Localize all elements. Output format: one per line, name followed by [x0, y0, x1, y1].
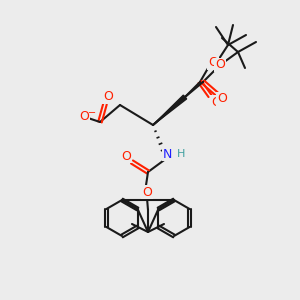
- Text: O: O: [217, 92, 227, 106]
- Text: O: O: [208, 56, 218, 70]
- Text: O: O: [79, 110, 89, 124]
- Text: O: O: [121, 149, 131, 163]
- Text: O: O: [215, 58, 225, 71]
- Text: N: N: [162, 148, 172, 160]
- Text: O: O: [103, 91, 113, 103]
- Text: −: −: [88, 108, 96, 118]
- Text: O: O: [211, 95, 221, 109]
- Polygon shape: [153, 95, 187, 125]
- Text: H: H: [177, 149, 185, 159]
- Text: O: O: [142, 185, 152, 199]
